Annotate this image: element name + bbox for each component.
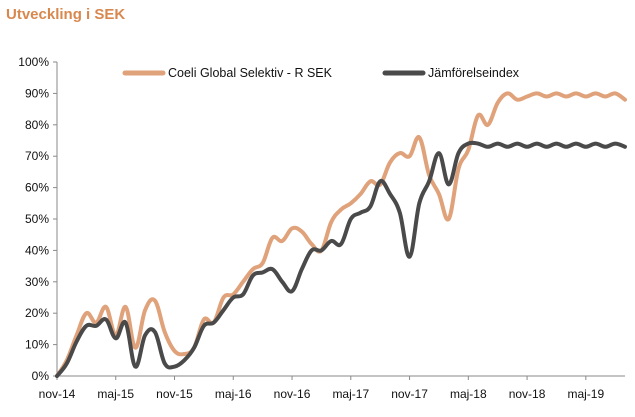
series-line-jamforelseindex (55, 140, 627, 378)
x-tick-label: maj-16 (215, 387, 252, 401)
y-axis: 0% 10% 20% 30% 40% 50% 60% 70% 80% 90% 100% (18, 55, 58, 383)
x-tick-label: nov-18 (509, 387, 546, 401)
y-tick-label: 90% (25, 86, 49, 100)
y-tick-label: 70% (25, 149, 49, 163)
x-tick-label: maj-19 (567, 387, 604, 401)
legend-label: Jämförelseindex (428, 66, 520, 80)
y-tick-label: 50% (25, 212, 49, 226)
y-tick-label: 30% (25, 275, 49, 289)
chart-title: Utveckling i SEK (6, 6, 126, 23)
series-lines (55, 91, 627, 378)
y-tick-label: 40% (25, 243, 49, 257)
y-tick-label: 60% (25, 181, 49, 195)
x-tick-label: nov-16 (274, 387, 311, 401)
x-tick-label: maj-15 (97, 387, 134, 401)
x-tick-label: nov-14 (39, 387, 76, 401)
legend-item-coeli: Coeli Global Selektiv - R SEK (122, 66, 333, 80)
series-line-coeli (55, 91, 627, 378)
y-tick-label: 10% (25, 338, 49, 352)
x-tick-label: maj-18 (450, 387, 487, 401)
legend-label: Coeli Global Selektiv - R SEK (168, 66, 333, 80)
y-tick-label: 20% (25, 306, 49, 320)
y-tick-label: 80% (25, 118, 49, 132)
x-axis: nov-14 maj-15 nov-15 maj-16 nov-16 maj-17 nov-… (39, 375, 625, 401)
x-tick-label: maj-17 (332, 387, 369, 401)
x-tick-label: nov-15 (156, 387, 193, 401)
x-tick-label: nov-17 (391, 387, 428, 401)
legend-item-jamforelseindex: Jämförelseindex (382, 66, 520, 80)
y-tick-label: 100% (18, 55, 49, 69)
y-tick-label: 0% (32, 369, 50, 383)
legend: Coeli Global Selektiv - R SEK Jämförelsei… (122, 66, 520, 80)
